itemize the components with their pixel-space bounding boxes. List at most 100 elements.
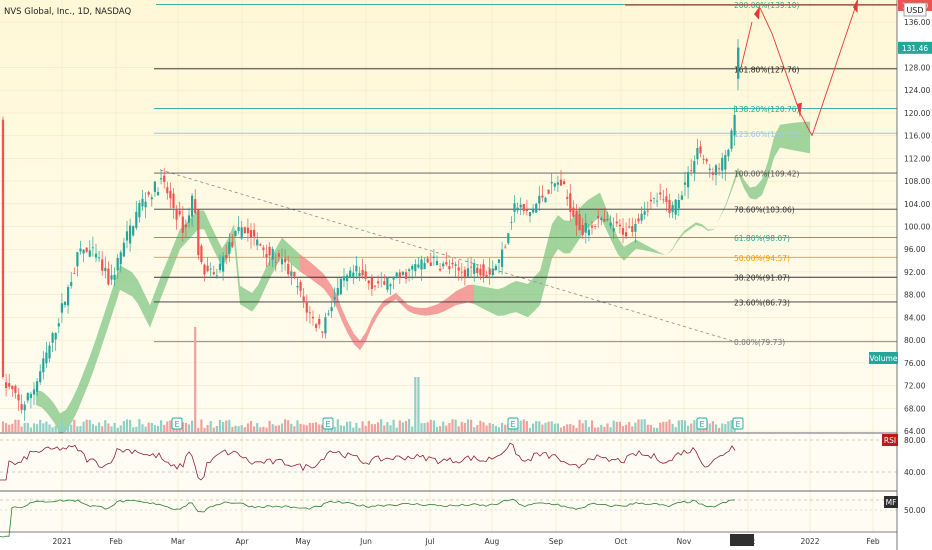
candle-body	[101, 259, 104, 271]
time-tick-label: Sep	[549, 537, 563, 546]
earnings-marker-box	[732, 417, 744, 430]
candle-body	[225, 255, 228, 259]
volume-bar	[674, 427, 677, 432]
volume-bar	[262, 426, 265, 432]
volume-bar	[677, 420, 680, 432]
volume-bar	[426, 422, 429, 432]
volume-bar	[160, 420, 163, 432]
earnings-marker-label: E	[325, 420, 330, 429]
volume-bar	[628, 421, 631, 432]
candle-body	[274, 261, 277, 263]
cloud-segment-bullish	[144, 292, 150, 328]
volume-bar	[88, 420, 91, 432]
volume-bar	[414, 377, 417, 432]
volume-bar	[268, 420, 271, 432]
volume-bar	[215, 425, 218, 432]
time-tick-label: 2022	[800, 537, 819, 546]
candle-body	[299, 282, 302, 291]
volume-bar	[439, 426, 442, 432]
candle-body	[29, 393, 32, 399]
cloud-segment-bullish	[558, 215, 564, 254]
cloud-segment-bullish	[234, 223, 240, 305]
candle-body	[491, 268, 494, 276]
candle-body	[364, 271, 367, 279]
cloud-segment-bullish	[516, 280, 522, 315]
candle-body	[389, 284, 392, 287]
current-date-badge	[730, 534, 754, 546]
volume-bar	[209, 421, 212, 432]
volume-bar	[640, 419, 643, 432]
candle-body	[293, 272, 296, 277]
volume-bar	[541, 424, 544, 432]
volume-bar	[82, 421, 85, 432]
candle-body	[435, 260, 439, 266]
volume-bar	[547, 421, 550, 432]
indicator-panes	[0, 432, 897, 538]
price-tick-label: 124.00	[904, 86, 930, 95]
cloud-segment-bullish	[150, 289, 156, 328]
fib-level-label: 0.00%(79.73)	[734, 338, 785, 347]
volume-bar	[305, 425, 308, 432]
cloud-segment-bullish	[108, 283, 114, 328]
projection-arrowhead	[853, 0, 858, 13]
candle-body	[122, 242, 125, 257]
candle-body	[522, 203, 525, 211]
volume-bar	[600, 424, 603, 432]
volume-bar	[497, 427, 501, 432]
candle-body	[550, 182, 553, 184]
cloud-segment-bullish	[630, 239, 636, 255]
candle-body	[708, 168, 711, 170]
candle-body	[85, 247, 88, 252]
price-tick-label: 76.00	[904, 359, 926, 368]
candle-body	[119, 252, 122, 265]
volume-bar	[662, 421, 665, 432]
price-tick-label: 100.00	[904, 223, 930, 232]
volume-bar	[259, 427, 262, 432]
volume-bar	[373, 424, 377, 432]
candle-body	[563, 181, 566, 185]
candle-body	[532, 208, 535, 213]
cloud-segment-bullish	[750, 186, 756, 200]
candle-body	[147, 192, 150, 195]
cloud-segment-bullish	[210, 223, 216, 255]
projection-segment	[740, 21, 753, 68]
cloud-segment-bearish	[468, 284, 474, 305]
candle-body	[590, 225, 594, 228]
currency-badge[interactable]	[903, 2, 927, 17]
cloud-segment-bullish	[546, 224, 552, 282]
candle-body	[702, 159, 705, 160]
candle-body	[553, 183, 556, 187]
candle-body	[513, 203, 516, 212]
candle-body	[516, 207, 519, 211]
cloud-segment-bearish	[378, 300, 384, 316]
volume-bar	[544, 422, 547, 432]
candle-body	[153, 181, 156, 192]
volume-bar	[240, 425, 243, 432]
candle-body	[51, 333, 54, 343]
candle-body	[652, 197, 656, 199]
volume-bar	[659, 422, 662, 432]
candle-body	[324, 317, 327, 334]
candle-body	[144, 201, 147, 208]
fib-level-label: 50.00%(94.57)	[734, 254, 790, 263]
volume-bar	[364, 425, 367, 432]
candle-body	[79, 248, 82, 252]
volume-bar	[559, 427, 563, 432]
candle-body	[315, 324, 318, 328]
price-tick-label: 128.00	[904, 63, 930, 72]
volume-bar	[643, 419, 646, 432]
volume-label: Volume	[870, 354, 898, 363]
volume-bar	[528, 427, 532, 432]
mf-label-badge	[884, 496, 898, 508]
volume-bar	[656, 427, 659, 432]
mf-label: MF	[886, 498, 897, 507]
cloud-segment-bearish	[444, 295, 450, 312]
cloud-segment-bullish	[678, 230, 684, 242]
cloud-segment-bullish	[84, 355, 90, 396]
volume-bar	[432, 420, 435, 432]
volume-bar	[727, 421, 730, 432]
volume-bar	[470, 419, 473, 432]
volume-bar	[671, 423, 674, 432]
cloud-segment-bearish	[426, 306, 432, 316]
